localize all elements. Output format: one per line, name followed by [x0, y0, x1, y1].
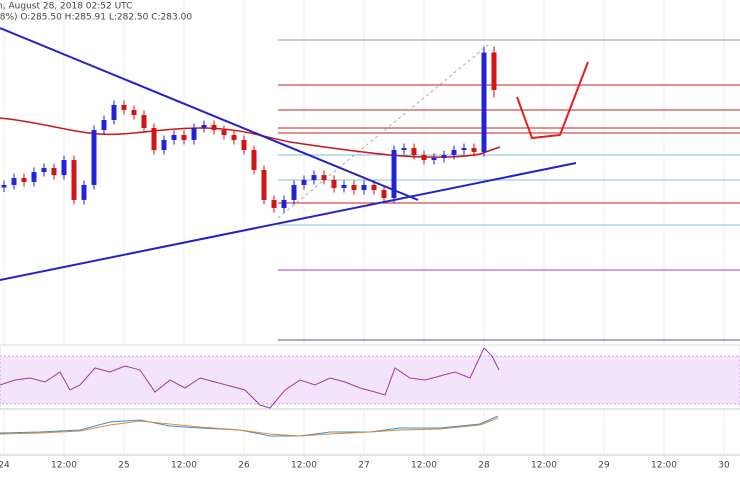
- candle-body: [341, 184, 347, 188]
- candle-body: [71, 160, 77, 200]
- candle-body: [481, 52, 487, 152]
- candle-body: [291, 184, 297, 200]
- candle-body: [351, 184, 357, 191]
- candle-body: [41, 168, 47, 173]
- macd-line: [0, 415, 499, 437]
- candle-body: [301, 180, 307, 185]
- candle-body: [431, 157, 437, 161]
- candle-body: [411, 148, 417, 155]
- candle-body: [311, 175, 317, 180]
- candle-body: [11, 178, 17, 185]
- candle-body: [51, 168, 57, 176]
- candle-body: [81, 184, 87, 200]
- candle-body: [471, 148, 477, 152]
- rsi-band: [0, 355, 740, 405]
- candle-body: [111, 105, 117, 120]
- candle-body: [91, 130, 97, 185]
- candle-body: [381, 190, 387, 198]
- x-tick-label: 28: [478, 461, 490, 471]
- x-tick-label: 26: [238, 461, 250, 471]
- candle-body: [31, 172, 37, 182]
- candle-body: [261, 169, 267, 200]
- trend-line: [0, 27, 419, 201]
- x-tick-label: 24: [0, 461, 10, 471]
- moving-average: [0, 117, 501, 158]
- candle-body: [171, 135, 177, 140]
- x-tick-label: 12:00: [171, 461, 197, 471]
- x-tick-label: 25: [118, 461, 129, 471]
- candle-body: [201, 124, 207, 128]
- candle-body: [131, 109, 137, 116]
- candle-body: [121, 105, 127, 110]
- rsi-line: [0, 347, 500, 409]
- candle-body: [161, 139, 167, 150]
- chart-title: m, August 28, 2018 02:52 UTC: [0, 2, 132, 12]
- candle-body: [191, 127, 197, 140]
- trend-line: [0, 162, 577, 281]
- candles: [1, 46, 497, 213]
- candle-body: [451, 150, 457, 155]
- candle-body: [101, 120, 107, 131]
- candle-body: [371, 184, 377, 191]
- candle-body: [151, 127, 157, 150]
- candle-body: [361, 184, 367, 191]
- candle-body: [441, 154, 447, 158]
- candle-body: [231, 135, 237, 140]
- candle-body: [21, 178, 27, 182]
- candle-body: [461, 148, 467, 150]
- x-axis: 24 12:00 25 12:00 26 12:00 27 12:00 28 12:00 29 12:…: [0, 461, 730, 471]
- candle-body: [321, 175, 327, 180]
- candle-body: [391, 150, 397, 198]
- candle-body: [251, 150, 257, 170]
- levels: [278, 39, 740, 341]
- candle-body: [401, 148, 407, 150]
- candle-body: [211, 124, 217, 131]
- candle-body: [491, 52, 497, 90]
- x-tick-label: 29: [598, 461, 610, 471]
- signal-line: [0, 417, 499, 437]
- x-tick-label: 12:00: [51, 461, 77, 471]
- x-tick-label: 12:00: [291, 461, 317, 471]
- x-tick-label: 30: [718, 461, 730, 471]
- candle-body: [331, 180, 337, 188]
- candle-body: [241, 139, 247, 150]
- x-tick-label: 12:00: [531, 461, 557, 471]
- x-tick-label: 12:00: [411, 461, 437, 471]
- x-tick-label: 12:00: [651, 461, 677, 471]
- candle-body: [1, 184, 7, 188]
- chart-subtitle: 78%) O:285.50 H:285.91 L:282.50 C:283.00: [0, 13, 192, 23]
- candle-body: [141, 115, 147, 128]
- candle-body: [281, 199, 287, 209]
- x-tick-label: 27: [358, 461, 369, 471]
- candle-body: [181, 135, 187, 140]
- projection: [516, 61, 589, 140]
- candle-body: [421, 154, 427, 161]
- candle-body: [61, 160, 67, 176]
- candle-body: [221, 130, 227, 135]
- candle-body: [271, 199, 277, 209]
